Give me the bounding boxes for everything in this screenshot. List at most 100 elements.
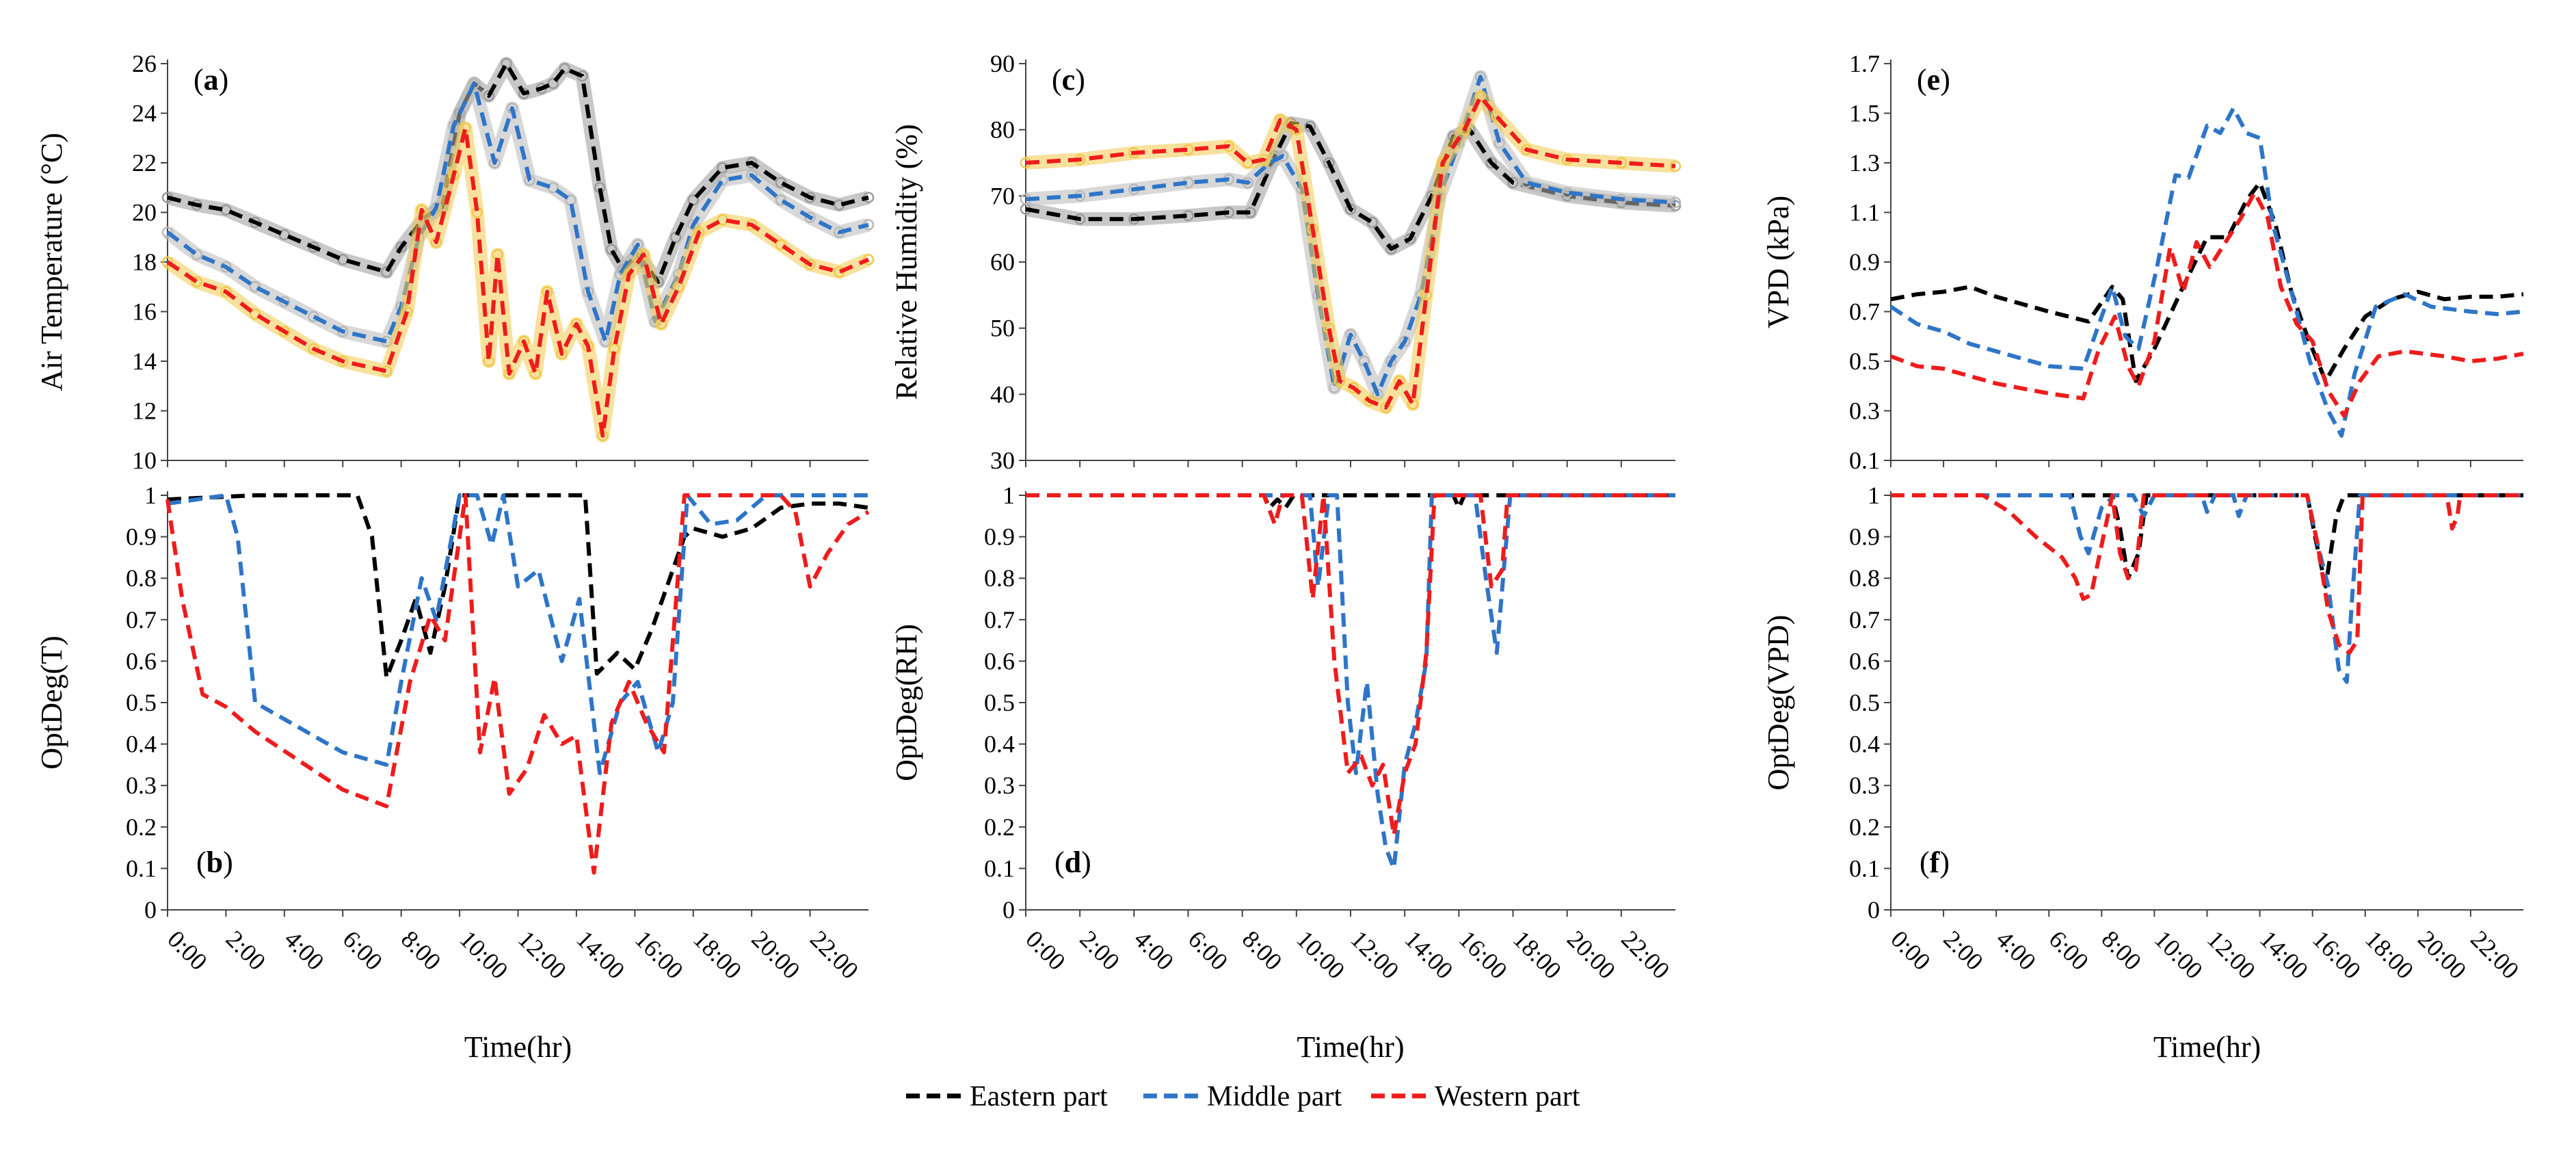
y-tick-label: 0.1 [1849, 447, 1880, 474]
x-tick-label: 0:00 [162, 925, 213, 976]
y-tick-label: 0.8 [984, 564, 1015, 592]
x-tick-label: 14:00 [1400, 925, 1459, 984]
x-tick-label: 12:00 [1345, 925, 1404, 984]
panel-label: (c) [1052, 63, 1085, 96]
error-marker-western-part [1290, 124, 1303, 135]
y-tick-label: 0.3 [1849, 772, 1880, 799]
x-tick-label: 12:00 [513, 925, 572, 984]
error-marker-middle-part [308, 311, 319, 323]
x-tick-label: 8:00 [396, 925, 447, 976]
x-axis-label: Time(hr) [2153, 1030, 2261, 1064]
x-tick-label: 2:00 [1075, 925, 1126, 976]
y-tick-label: 0.4 [126, 731, 157, 758]
series-line-eastern-part [1890, 181, 2524, 383]
y-axis-label: OptDeg(T) [35, 636, 68, 770]
y-tick-label: 26 [132, 50, 157, 77]
panel-label: (a) [194, 63, 228, 96]
x-tick-label: 12:00 [2202, 925, 2261, 984]
y-tick-label: 1 [1868, 482, 1880, 509]
error-marker-eastern-part [1507, 177, 1519, 189]
error-marker-western-part [1437, 157, 1448, 169]
y-tick-label: 0.1 [126, 854, 157, 882]
y-tick-label: 0.7 [984, 606, 1015, 633]
error-marker-middle-part [337, 326, 349, 337]
panel-label: (e) [1917, 63, 1950, 96]
series-line-middle-part [1025, 75, 1676, 397]
error-marker-middle-part [745, 169, 758, 181]
y-tick-label: 0 [1002, 896, 1015, 924]
x-tick-label: 4:00 [1129, 925, 1180, 976]
y-tick-label: 24 [132, 100, 157, 127]
y-tick-label: 22 [132, 149, 157, 177]
legend: Eastern part Middle part Western part [906, 1081, 1580, 1112]
error-marker-middle-part [161, 226, 174, 238]
error-marker-western-part [1669, 160, 1682, 172]
y-tick-label: 0.9 [126, 523, 157, 551]
error-marker-western-part [161, 256, 174, 268]
error-marker-eastern-part [1366, 216, 1378, 228]
error-marker-western-part [745, 219, 758, 231]
x-tick-label: 2:00 [1938, 925, 1989, 976]
error-marker-western-part [191, 276, 202, 288]
y-tick-label: 0.6 [984, 647, 1015, 675]
series-line-western-part [1025, 94, 1676, 410]
error-marker-middle-part [775, 194, 787, 206]
series-line-eastern-part [167, 62, 869, 284]
x-tick-label: 6:00 [1183, 925, 1234, 976]
x-axis-label: Time(hr) [1297, 1030, 1404, 1064]
x-tick-label: 18:00 [1508, 925, 1567, 984]
y-tick-label: 0.3 [126, 772, 157, 799]
series-line-middle-part [167, 493, 868, 775]
error-marker-western-part [1459, 124, 1470, 135]
error-marker-eastern-part [605, 244, 618, 256]
y-tick-label: 0.7 [126, 606, 157, 633]
legend-label-western: Western part [1435, 1081, 1580, 1112]
panel-label: (f) [1920, 846, 1950, 879]
y-tick-label: 0.6 [1849, 647, 1880, 675]
panel-c: 30 40 50 60 70 80 90 Relative Humidity (%) (c) [890, 50, 1682, 474]
y-tick-label: 14 [132, 348, 157, 375]
panel-a: 10 12 14 16 18 20 22 24 26 Air Temperature (°C) (a… [35, 50, 875, 474]
y-tick-label: 0.8 [1849, 564, 1880, 592]
y-tick-label: 90 [990, 50, 1015, 77]
x-tick-label: 16:00 [1454, 925, 1513, 984]
y-tick-label: 30 [990, 447, 1015, 474]
x-tick-label: 22:00 [805, 925, 864, 984]
x-tick-label: 20:00 [1562, 925, 1621, 984]
x-tick-label: 16:00 [2307, 925, 2366, 984]
y-tick-label: 0.1 [1849, 854, 1880, 882]
error-marker-middle-part [1277, 151, 1289, 162]
y-axis-label: VPD (kPa) [1762, 196, 1795, 328]
y-tick-label: 0.1 [984, 854, 1015, 882]
y-tick-label: 0 [144, 896, 157, 924]
error-marker-middle-part [632, 239, 643, 250]
y-tick-label: 0.4 [1849, 731, 1880, 758]
x-tick-label: 6:00 [2044, 925, 2095, 976]
y-tick-label: 0.9 [984, 523, 1015, 551]
x-axis-label: Time(hr) [464, 1030, 572, 1064]
series-line-western-part [165, 493, 870, 875]
y-tick-label: 70 [990, 182, 1015, 209]
error-marker-western-part [1380, 402, 1392, 413]
series-line-middle-part [1891, 493, 2523, 684]
error-marker-western-part [1474, 91, 1487, 103]
error-marker-middle-part [717, 174, 728, 186]
legend-label-eastern: Eastern part [970, 1081, 1108, 1112]
y-tick-label: 0.2 [1849, 813, 1880, 841]
series-line-western-part [1889, 190, 2524, 418]
y-tick-label: 0.6 [126, 647, 157, 675]
error-marker-western-part [1394, 375, 1405, 387]
error-marker-eastern-part [1385, 243, 1397, 254]
error-marker-western-part [1491, 111, 1503, 122]
error-band-middle-part [1025, 70, 1676, 402]
error-marker-middle-part [468, 77, 480, 90]
x-tick-label: 8:00 [2097, 925, 2147, 976]
error-marker-western-part [804, 259, 816, 270]
x-tick-label: 18:00 [688, 925, 747, 984]
x-tick-label: 6:00 [338, 925, 388, 976]
x-tick-label: 0:00 [1020, 925, 1071, 976]
y-tick-label: 0.4 [984, 731, 1015, 758]
y-tick-label: 0.9 [1849, 523, 1880, 551]
